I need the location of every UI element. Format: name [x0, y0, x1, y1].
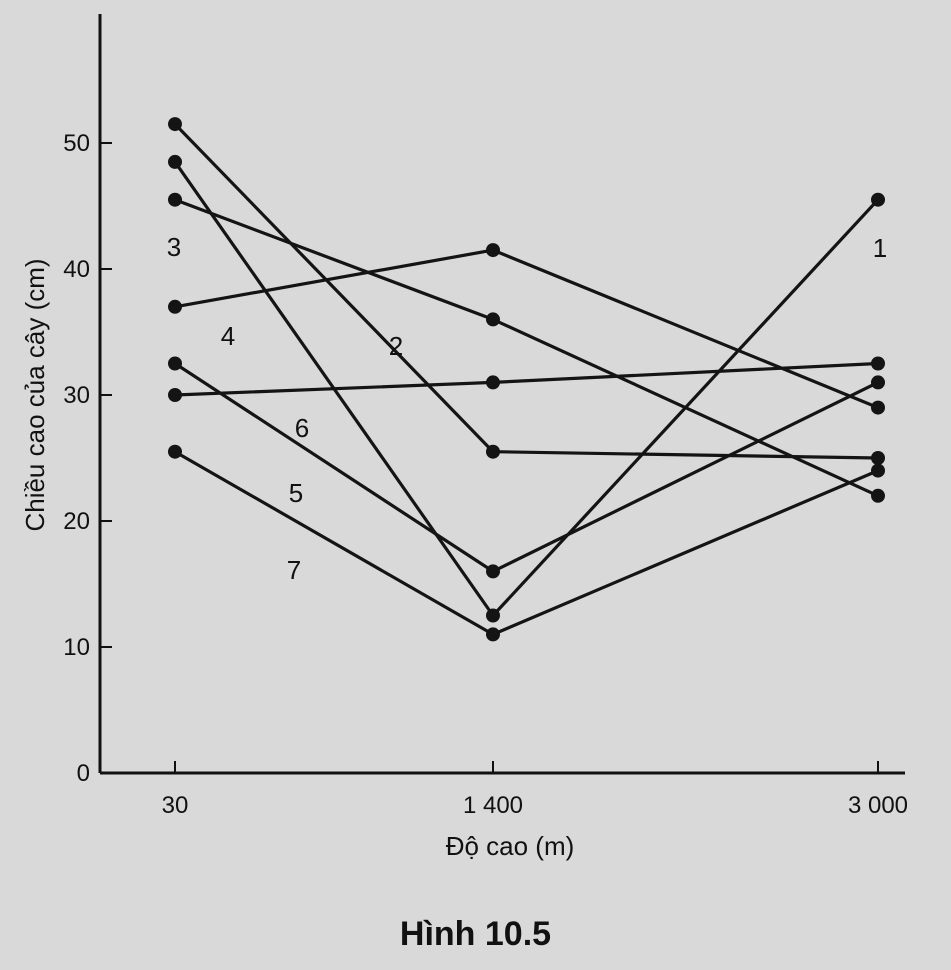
plot-area: 0 10 20 30 40 50 30 1 400 3 000 1 2 3 4 5 6 7 — [63, 14, 908, 819]
series-labels: 1 2 3 4 5 6 7 — [167, 232, 887, 585]
data-point-series-4-1 — [486, 243, 500, 258]
data-point-series-3-0 — [168, 192, 182, 207]
series-line-6 — [174, 361, 879, 397]
y-ticks: 0 10 20 30 40 50 — [63, 130, 112, 787]
y-tick-label: 10 — [63, 634, 90, 661]
y-tick-label: 0 — [77, 760, 90, 787]
data-point-series-2-1 — [486, 444, 500, 459]
series-line-5 — [174, 362, 879, 574]
data-point-series-1-2 — [871, 192, 885, 207]
data-point-series-7-1 — [486, 627, 500, 642]
y-tick-label: 30 — [63, 382, 90, 409]
data-point-series-4-2 — [871, 400, 885, 415]
data-point-series-3-1 — [486, 312, 500, 327]
series-line-2 — [173, 122, 879, 460]
data-point-series-6-0 — [168, 388, 182, 402]
series-line-4 — [174, 248, 879, 410]
y-tick-label: 20 — [63, 508, 90, 535]
data-point-series-7-2 — [871, 463, 885, 478]
data-point-series-6-1 — [486, 375, 500, 390]
data-point-series-4-0 — [168, 299, 182, 314]
series-label-7: 7 — [287, 555, 301, 585]
series-label-2: 2 — [389, 331, 403, 361]
x-axis-label: Độ cao (m) — [446, 831, 575, 861]
data-point-series-1-0 — [168, 154, 182, 169]
y-axis-label: Chiều cao của cây (cm) — [20, 258, 50, 531]
data-point-series-2-2 — [871, 451, 885, 465]
series-lines — [173, 122, 880, 637]
y-tick-label: 40 — [63, 256, 90, 283]
figure-caption: Hình 10.5 — [399, 915, 552, 953]
data-point-series-3-2 — [871, 488, 885, 503]
data-point-series-7-0 — [168, 444, 182, 459]
series-line-1 — [173, 160, 880, 618]
data-point-series-2-0 — [168, 117, 182, 132]
data-point-series-1-1 — [486, 608, 500, 623]
series-line-7 — [174, 450, 879, 637]
data-point-series-5-2 — [871, 375, 885, 390]
series-label-1: 1 — [873, 233, 887, 263]
series-points — [168, 117, 885, 642]
x-tick-label: 1 400 — [463, 792, 523, 819]
series-label-4: 4 — [221, 321, 235, 351]
data-point-series-5-0 — [168, 356, 182, 371]
data-point-series-6-2 — [871, 356, 885, 371]
series-label-3: 3 — [167, 232, 181, 262]
x-tick-label: 30 — [162, 792, 189, 819]
series-label-6: 6 — [295, 413, 309, 443]
data-point-series-5-1 — [486, 564, 500, 579]
x-ticks: 30 1 400 3 000 — [162, 761, 908, 819]
y-tick-label: 50 — [63, 130, 90, 157]
series-label-5: 5 — [289, 478, 303, 508]
x-tick-label: 3 000 — [848, 792, 908, 819]
